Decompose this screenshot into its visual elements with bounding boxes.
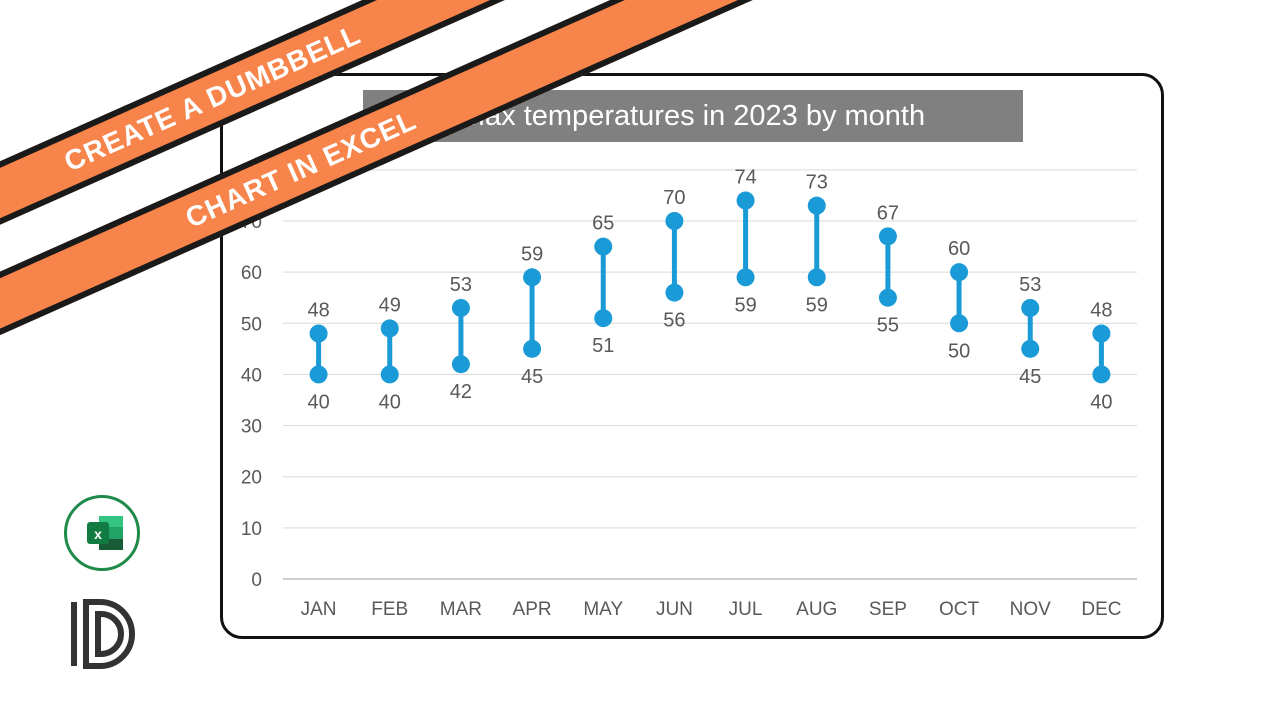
low-data-label: 45 — [521, 366, 543, 388]
low-data-label: 40 — [379, 391, 401, 413]
y-tick-label: 50 — [241, 314, 262, 335]
low-data-label: 51 — [592, 335, 614, 357]
x-tick-label: FEB — [371, 599, 408, 620]
high-point — [523, 268, 542, 287]
x-tick-label: JUN — [656, 599, 693, 620]
low-point — [1021, 339, 1040, 358]
low-point — [807, 268, 826, 287]
high-point — [878, 227, 897, 246]
x-tick-label: DEC — [1081, 599, 1121, 620]
y-tick-label: 20 — [241, 468, 262, 489]
high-data-label: 48 — [1090, 300, 1112, 322]
x-tick-label: APR — [513, 599, 552, 620]
high-point — [736, 191, 755, 210]
high-data-label: 48 — [307, 300, 329, 322]
x-tick-label: JAN — [301, 599, 337, 620]
low-data-label: 55 — [877, 315, 899, 337]
y-tick-label: 0 — [251, 570, 262, 591]
x-tick-label: MAR — [440, 599, 482, 620]
high-data-label: 73 — [806, 172, 828, 194]
low-point — [950, 314, 969, 333]
x-tick-label: MAY — [583, 599, 623, 620]
high-data-label: 74 — [734, 167, 756, 189]
high-point — [665, 212, 684, 230]
high-data-label: 59 — [521, 243, 543, 265]
low-data-label: 45 — [1019, 366, 1041, 388]
low-point — [1092, 365, 1111, 384]
low-point — [878, 288, 897, 307]
low-data-label: 50 — [948, 340, 970, 362]
high-data-label: 70 — [663, 187, 685, 209]
high-data-label: 53 — [1019, 274, 1041, 296]
svg-text:x: x — [94, 526, 102, 542]
low-data-label: 40 — [1090, 391, 1112, 413]
low-data-label: 59 — [734, 294, 756, 316]
low-point — [380, 365, 399, 384]
low-point — [736, 268, 755, 287]
x-tick-label: SEP — [869, 599, 907, 620]
high-data-label: 49 — [379, 294, 401, 316]
x-tick-label: AUG — [796, 599, 837, 620]
high-data-label: 67 — [877, 202, 899, 224]
y-tick-label: 30 — [241, 417, 262, 438]
high-point — [950, 263, 969, 282]
high-point — [1092, 324, 1111, 343]
x-tick-label: JUL — [729, 599, 763, 620]
low-data-label: 59 — [806, 294, 828, 316]
d-brand-logo-icon — [68, 598, 144, 670]
high-data-label: 65 — [592, 213, 614, 235]
low-point — [523, 339, 542, 358]
x-tick-label: NOV — [1010, 599, 1052, 620]
high-point — [380, 319, 399, 338]
low-point — [665, 283, 684, 302]
high-point — [1021, 298, 1040, 317]
high-point — [309, 324, 328, 343]
chart-card — [220, 73, 1164, 639]
x-tick-label: OCT — [939, 599, 980, 620]
high-data-label: 53 — [450, 274, 472, 296]
low-data-label: 56 — [663, 310, 685, 332]
low-point — [451, 355, 470, 374]
high-point — [807, 196, 826, 215]
high-point — [594, 237, 613, 256]
y-tick-label: 10 — [241, 519, 262, 540]
low-point — [594, 309, 613, 328]
low-data-label: 42 — [450, 381, 472, 403]
low-data-label: 40 — [307, 391, 329, 413]
excel-logo-icon: x — [64, 495, 140, 571]
y-tick-label: 60 — [241, 263, 262, 284]
high-point — [451, 298, 470, 317]
y-tick-label: 40 — [241, 365, 262, 386]
low-point — [309, 365, 328, 384]
high-data-label: 60 — [948, 238, 970, 260]
